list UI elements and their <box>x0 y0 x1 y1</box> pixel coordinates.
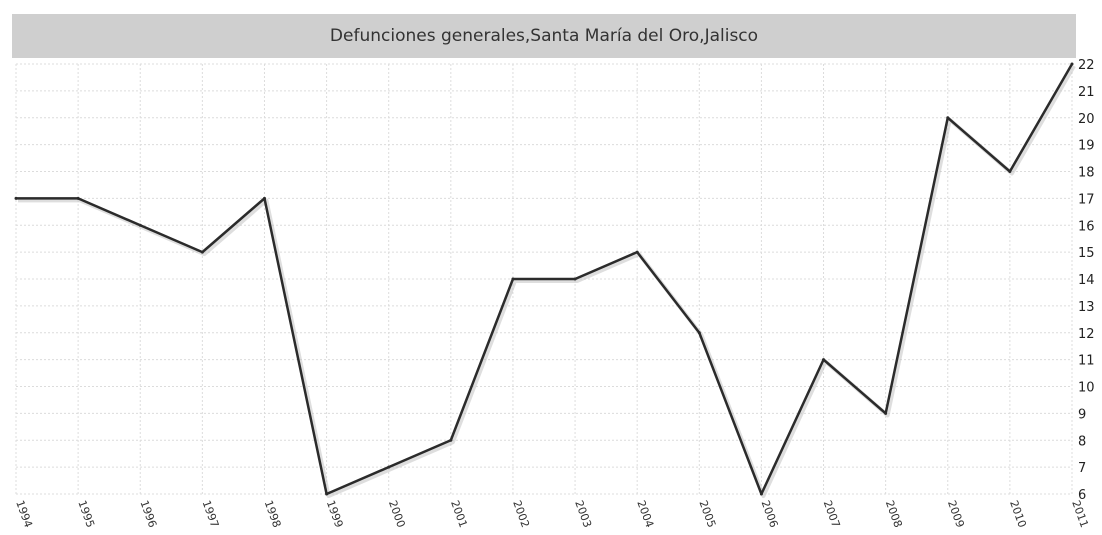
x-tick-label: 2009 <box>945 499 967 530</box>
y-tick-label: 16 <box>1078 219 1095 234</box>
y-tick-label: 6 <box>1078 488 1086 503</box>
data-point <box>946 116 950 120</box>
y-tick-label: 21 <box>1078 85 1095 100</box>
y-tick-label: 11 <box>1078 354 1095 369</box>
y-tick-label: 10 <box>1078 381 1095 396</box>
x-tick-label: 2001 <box>448 499 470 530</box>
data-point <box>76 196 80 200</box>
x-axis: 1994 1995 1996 1997 1998 1999 2000 2001 2002 2003… <box>13 499 1091 530</box>
series-group <box>14 62 1076 498</box>
data-point <box>759 492 763 496</box>
data-point <box>511 277 515 281</box>
series-line <box>16 63 1074 496</box>
data-point <box>573 277 577 281</box>
data-point <box>635 250 639 254</box>
y-tick-label: 14 <box>1078 273 1095 288</box>
x-tick-label: 1995 <box>75 499 97 530</box>
y-tick-label: 19 <box>1078 139 1095 154</box>
x-tick-label: 1996 <box>137 499 159 530</box>
x-tick-label: 1994 <box>13 499 35 530</box>
x-tick-label: 1997 <box>200 499 222 530</box>
y-tick-label: 15 <box>1078 246 1095 261</box>
data-point <box>138 223 142 227</box>
data-point <box>325 492 329 496</box>
x-tick-label: 2010 <box>1007 499 1029 530</box>
data-point <box>449 438 453 442</box>
y-tick-label: 17 <box>1078 192 1095 207</box>
x-tick-label: 2005 <box>696 499 718 530</box>
y-tick-label: 13 <box>1078 300 1095 315</box>
x-tick-label: 2008 <box>883 499 905 530</box>
x-tick-label: 2006 <box>759 499 781 530</box>
x-tick-label: 2007 <box>821 499 843 530</box>
x-tick-label: 2004 <box>634 499 656 530</box>
x-tick-label: 1998 <box>262 499 284 530</box>
y-tick-label: 20 <box>1078 112 1095 127</box>
chart-title-bar: Defunciones generales,Santa María del Or… <box>12 14 1076 58</box>
x-tick-label: 1999 <box>324 499 346 530</box>
data-point <box>1070 62 1074 66</box>
y-tick-label: 22 <box>1078 58 1095 73</box>
x-tick-label: 2000 <box>386 499 408 530</box>
x-tick-label: 2003 <box>572 499 594 530</box>
data-point <box>262 196 266 200</box>
grid <box>15 63 1073 495</box>
data-point <box>387 465 391 469</box>
x-tick-label: 2002 <box>510 499 532 530</box>
data-point <box>697 331 701 335</box>
data-point <box>822 358 826 362</box>
y-tick-label: 18 <box>1078 166 1095 181</box>
chart-title: Defunciones generales,Santa María del Or… <box>329 26 759 46</box>
x-tick-label: 2011 <box>1069 499 1091 530</box>
y-tick-label: 7 <box>1078 461 1086 476</box>
series-line-shadow <box>18 64 1076 498</box>
y-tick-label: 12 <box>1078 327 1095 342</box>
y-axis: 6 7 8 9 10 11 12 13 14 15 16 17 18 19 20 21 22 <box>1078 58 1095 503</box>
y-tick-label: 9 <box>1078 407 1086 422</box>
y-tick-label: 8 <box>1078 434 1086 449</box>
data-point <box>884 411 888 415</box>
data-point <box>1008 170 1012 173</box>
data-point <box>14 196 18 200</box>
data-point <box>200 250 204 254</box>
